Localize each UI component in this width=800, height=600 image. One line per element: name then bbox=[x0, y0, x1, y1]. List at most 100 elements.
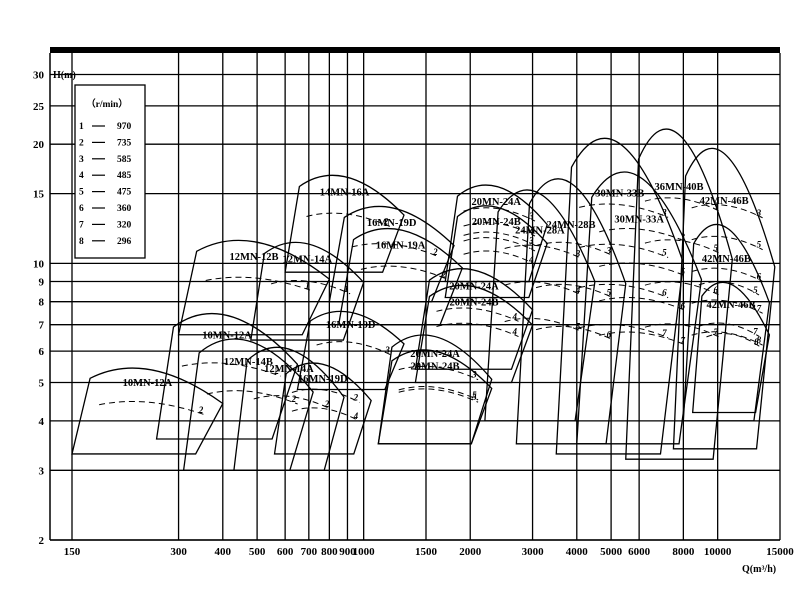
speed-curve-19-0 bbox=[579, 203, 669, 218]
y-tick-label-0: 2 bbox=[39, 535, 45, 547]
zone-label-12: 20MN-24B bbox=[411, 361, 460, 372]
speed-curve-18-0 bbox=[535, 241, 613, 257]
legend-num-3: 4 bbox=[79, 171, 84, 181]
x-tick-label-13: 5000 bbox=[600, 546, 623, 558]
y-tick-labels: 2 3 4 5 6 7 8 9 10 15 20 25 30 bbox=[33, 70, 45, 547]
zone-14: 4 20MN-24B bbox=[414, 284, 534, 384]
zone-outline-18 bbox=[515, 178, 627, 445]
zone-outline-12 bbox=[377, 349, 493, 445]
zone-label-7: 16MN-19D bbox=[326, 320, 376, 331]
curve-num-21-2: 6 bbox=[714, 285, 719, 295]
curve-num-23-0: 5 bbox=[753, 285, 758, 295]
zone-outline-10 bbox=[337, 227, 464, 326]
zones: 210MN-12A210MN-12A212MN-14B212MN-14A2416… bbox=[71, 128, 776, 471]
zone-label-24: 42MN-46B bbox=[707, 300, 756, 311]
zone-outline-2 bbox=[182, 338, 314, 471]
zone-label-9: 16MN-19D bbox=[367, 218, 417, 229]
curve-num-17-0: 3 bbox=[575, 249, 581, 259]
legend-speed-5: 360 bbox=[117, 204, 132, 214]
speed-curve-9-0 bbox=[351, 243, 440, 258]
zone-label-18: 24MN-28B bbox=[547, 220, 596, 231]
y-tick-label-3: 5 bbox=[39, 377, 45, 389]
zone-label-20: 30MN-33A bbox=[614, 215, 664, 226]
x-tick-label-14: 6000 bbox=[628, 546, 651, 558]
zone-outline-0 bbox=[71, 367, 224, 455]
speed-curve-8-0 bbox=[306, 212, 390, 227]
zone-outline-7 bbox=[296, 310, 405, 391]
speed-curve-11-0 bbox=[398, 365, 479, 381]
curve-num-19-1: 5 bbox=[662, 248, 667, 258]
zone-label-6: 12MN-14A bbox=[282, 254, 332, 265]
zone-6: 1 12MN-14A bbox=[250, 241, 365, 341]
y-tick-label-4: 6 bbox=[39, 346, 45, 358]
curve-num-19-3: 7 bbox=[662, 328, 667, 338]
speed-curve-22-2 bbox=[691, 267, 763, 282]
curve-num-18-1: 5 bbox=[607, 288, 612, 298]
x-tick-label-12: 4000 bbox=[566, 546, 589, 558]
zone-10: 2 16MN-19A bbox=[337, 227, 464, 326]
speed-curve-19-2 bbox=[579, 283, 669, 299]
zone-outline-24 bbox=[691, 281, 771, 414]
legend-num-5: 6 bbox=[79, 204, 84, 214]
legend-speed-2: 585 bbox=[117, 155, 132, 165]
curve-num-22-3: 7 bbox=[757, 303, 762, 313]
curve-num-2-0: 2 bbox=[291, 394, 297, 404]
curve-num-10-0: 2 bbox=[441, 269, 447, 279]
curve-num-7-0: 3 bbox=[384, 345, 390, 355]
legend-num-4: 5 bbox=[79, 188, 84, 198]
legend-header: （r/min） bbox=[86, 98, 128, 110]
speed-curve-11-1 bbox=[398, 388, 479, 403]
zone-label-1: 10MN-12A bbox=[202, 330, 252, 341]
speed-curve-7-0 bbox=[316, 341, 392, 356]
curve-num-6-0: 1 bbox=[344, 284, 349, 294]
legend-speed-3: 485 bbox=[117, 171, 132, 181]
zone-label-2: 12MN-14B bbox=[224, 357, 273, 368]
curve-num-17-2: 5 bbox=[576, 322, 581, 332]
speed-curve-15-2 bbox=[463, 237, 536, 252]
zone-label-16: 20MN-24B bbox=[472, 217, 521, 228]
x-tick-label-5: 700 bbox=[301, 546, 318, 558]
zone-label-5: 12MN-12B bbox=[229, 252, 278, 263]
y-tick-label-8: 10 bbox=[33, 258, 45, 270]
zone-outline-5 bbox=[177, 239, 331, 336]
zone-outline-23 bbox=[682, 223, 771, 422]
legend-speed-0: 970 bbox=[117, 122, 132, 132]
x-tick-label-10: 2000 bbox=[459, 546, 482, 558]
speed-curve-17-2 bbox=[504, 317, 582, 333]
curve-num-20-1: 5 bbox=[681, 266, 686, 276]
zone-outline-3 bbox=[233, 346, 345, 471]
curve-num-12-0: 5 bbox=[472, 390, 477, 400]
curve-num-14-0: 4 bbox=[512, 327, 518, 337]
zone-0: 2 10MN-12A bbox=[71, 367, 224, 455]
zone-24: 8 42MN-46B bbox=[691, 281, 771, 414]
curve-num-21-1: 5 bbox=[714, 243, 719, 253]
y-tick-label-10: 20 bbox=[33, 139, 45, 151]
y-tick-label-1: 3 bbox=[39, 465, 45, 477]
y-tick-label-5: 7 bbox=[39, 320, 45, 332]
legend-speed-6: 320 bbox=[117, 220, 132, 230]
x-tick-label-6: 800 bbox=[321, 546, 338, 558]
curve-num-4-1: 4 bbox=[353, 411, 359, 421]
speed-curve-0-0 bbox=[99, 400, 205, 416]
legend-num-0: 1 bbox=[79, 122, 84, 132]
zone-label-14: 20MN-24B bbox=[449, 297, 498, 308]
x-tick-label-16: 10000 bbox=[704, 546, 732, 558]
legend-num-1: 2 bbox=[79, 138, 84, 148]
speed-curve-24-0 bbox=[706, 333, 761, 348]
zone-1: 2 10MN-12A bbox=[155, 312, 299, 440]
zone-label-8: 14MN-16A bbox=[320, 187, 370, 198]
zone-outline-4 bbox=[273, 362, 372, 455]
curve-num-15-0: 3 bbox=[528, 211, 534, 221]
curve-num-4-0: 2 bbox=[353, 392, 359, 402]
curve-num-11-0: 3 bbox=[471, 370, 477, 380]
curve-num-19-0: 3 bbox=[661, 207, 667, 217]
curve-num-24-0: 8 bbox=[754, 337, 759, 347]
x-axis-label: Q(m³/h) bbox=[742, 564, 776, 575]
speed-curve-23-0 bbox=[698, 281, 760, 296]
zone-2: 2 12MN-14B bbox=[182, 338, 314, 471]
legend-speed-4: 475 bbox=[117, 188, 132, 198]
